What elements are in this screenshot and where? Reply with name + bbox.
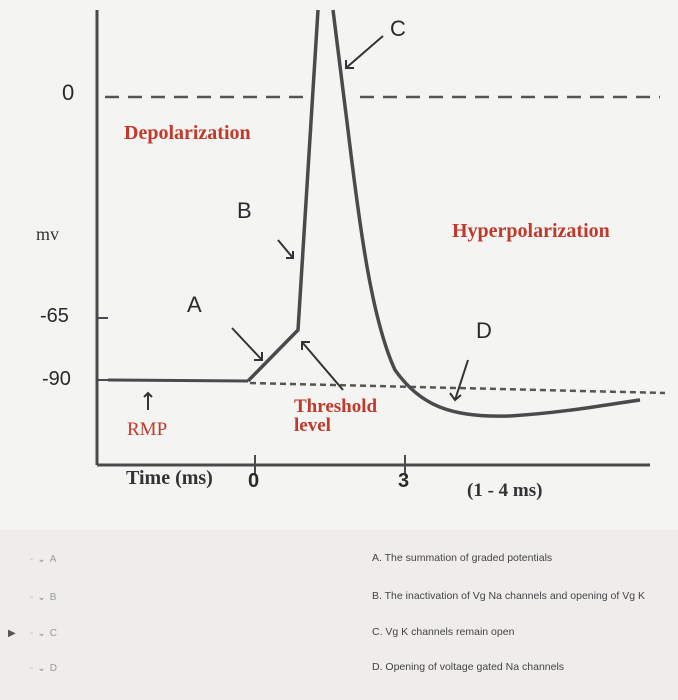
arrow-a [231, 327, 263, 361]
answer-option-text: B. The inactivation of Vg Na channels an… [372, 590, 645, 602]
action-potential-trace [246, 9, 641, 418]
duration-label: (1 - 4 ms) [467, 480, 543, 501]
arrow-threshold [301, 341, 344, 391]
rmp-label: RMP [127, 419, 168, 440]
answer-select-d[interactable]: - ⌄ D [30, 657, 110, 679]
answer-select-b[interactable]: - ⌄ B [30, 586, 110, 608]
select-value: A [49, 553, 57, 565]
answer-option-text: C. Vg K channels remain open [372, 626, 515, 638]
select-dash: - [30, 662, 34, 674]
current-question-marker-icon: ▶ [8, 628, 16, 639]
answer-select-a[interactable]: - ⌄ A [30, 548, 110, 570]
matching-quiz: ▶ - ⌄ A A. The summation of graded poten… [0, 530, 678, 700]
y-tick-label-neg65: -65 [40, 305, 69, 327]
letter-d-label: D [476, 318, 492, 343]
threshold-label-line2: level [294, 415, 331, 436]
y-tick-label-zero: 0 [62, 80, 75, 105]
depolarization-label: Depolarization [124, 122, 251, 144]
chevron-down-icon: ⌄ [37, 627, 46, 639]
select-value: C [49, 627, 57, 639]
arrow-b [277, 239, 294, 259]
pointer-arrows [143, 35, 469, 410]
arrow-c [345, 35, 384, 69]
chevron-down-icon: ⌄ [37, 591, 46, 603]
x-tick-label-zero: 0 [248, 470, 260, 492]
quiz-row: - ⌄ C C. Vg K channels remain open [0, 618, 678, 652]
select-dash: - [30, 553, 34, 565]
y-tick-label-neg90: -90 [42, 368, 71, 390]
quiz-row: - ⌄ A A. The summation of graded potenti… [0, 544, 678, 578]
letter-b-label: B [237, 198, 252, 223]
select-value: D [49, 662, 57, 674]
select-dash: - [30, 591, 34, 603]
answer-option-text: D. Opening of voltage gated Na channels [372, 661, 565, 673]
action-potential-figure: 0 -65 -90 mv Depolarization Hyperpolariz… [0, 0, 678, 530]
answer-option-text: A. The summation of graded potentials [372, 552, 553, 564]
threshold-label-line1: Threshold [294, 396, 378, 417]
arrow-d [454, 359, 469, 401]
letter-c-label: C [390, 16, 406, 41]
threshold-dashed-line [249, 381, 666, 395]
select-value: B [49, 591, 57, 603]
quiz-row: - ⌄ B B. The inactivation of Vg Na chann… [0, 582, 678, 616]
action-potential-graph [95, 9, 666, 475]
resting-potential-line [107, 378, 249, 383]
y-axis-label: mv [36, 224, 60, 244]
quiz-row: - ⌄ D D. Opening of voltage gated Na cha… [0, 653, 678, 687]
x-tick-label-three: 3 [398, 470, 410, 492]
x-axis-label: Time (ms) [126, 467, 213, 489]
hyperpolarization-label: Hyperpolarization [452, 220, 610, 242]
chevron-down-icon: ⌄ [37, 662, 46, 674]
answer-select-c[interactable]: - ⌄ C [30, 622, 110, 644]
select-dash: - [30, 627, 34, 639]
chevron-down-icon: ⌄ [37, 553, 46, 565]
letter-a-label: A [187, 292, 202, 317]
